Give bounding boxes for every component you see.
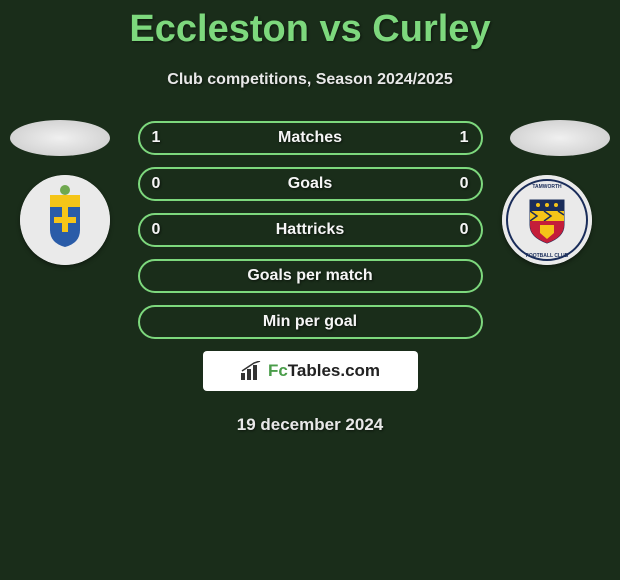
stat-label: Min per goal: [263, 313, 357, 331]
stat-left-value: 1: [152, 129, 161, 147]
stat-row-mpg: Min per goal: [138, 305, 483, 339]
stat-right-value: 0: [460, 175, 469, 193]
stat-label: Goals per match: [247, 267, 372, 285]
brand-badge[interactable]: FcTables.com: [203, 351, 418, 391]
chart-icon: [240, 361, 262, 381]
stat-row-matches: 1 Matches 1: [138, 121, 483, 155]
stat-row-gpm: Goals per match: [138, 259, 483, 293]
stats-container: 1 Matches 1 0 Goals 0 0 Hattricks 0 Goal…: [0, 121, 620, 339]
date-label: 19 december 2024: [0, 391, 620, 435]
subtitle: Club competitions, Season 2024/2025: [0, 51, 620, 89]
stat-label: Goals: [288, 175, 332, 193]
stat-row-goals: 0 Goals 0: [138, 167, 483, 201]
stat-row-hattricks: 0 Hattricks 0: [138, 213, 483, 247]
stat-left-value: 0: [152, 221, 161, 239]
stat-right-value: 1: [460, 129, 469, 147]
stat-label: Matches: [278, 129, 342, 147]
stat-left-value: 0: [152, 175, 161, 193]
page-title: Eccleston vs Curley: [0, 0, 620, 51]
stat-label: Hattricks: [276, 221, 344, 239]
stat-right-value: 0: [460, 221, 469, 239]
brand-text: FcTables.com: [268, 361, 380, 381]
